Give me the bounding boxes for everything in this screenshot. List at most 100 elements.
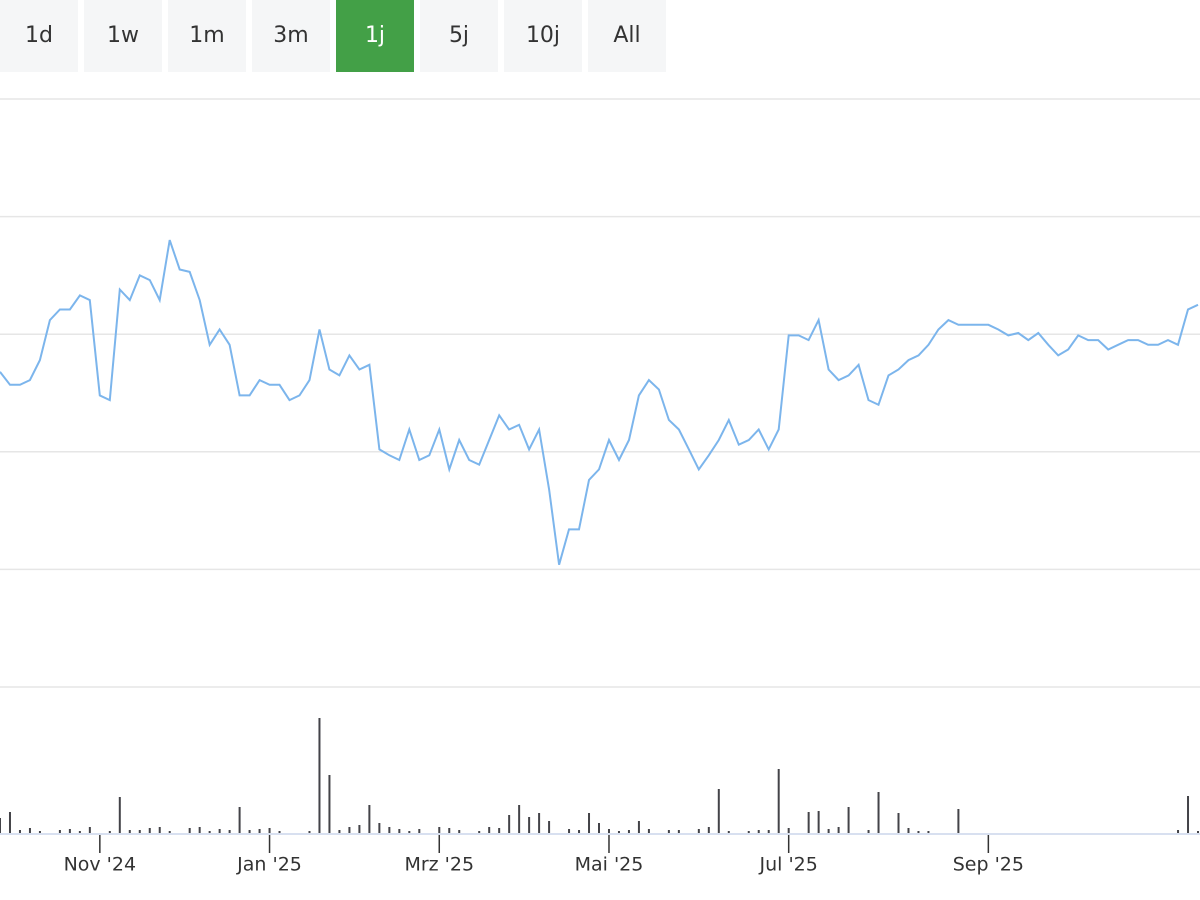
volume-bar <box>38 831 41 833</box>
volume-bar <box>448 828 451 833</box>
volume-bar <box>438 827 441 833</box>
volume-bar <box>388 827 391 833</box>
volume-bar <box>118 797 121 833</box>
volume-bar <box>677 830 680 833</box>
range-button[interactable]: All <box>588 0 666 72</box>
volume-bar <box>338 830 341 833</box>
volume-bar <box>58 830 61 833</box>
volume-bar <box>18 830 21 833</box>
volume-bar <box>398 829 401 833</box>
volume-bar <box>777 769 780 833</box>
volume-bar <box>757 830 760 833</box>
volume-bar <box>308 831 311 833</box>
volume-bar <box>258 829 261 833</box>
volume-bar <box>28 828 31 833</box>
range-button[interactable]: 5j <box>420 0 498 72</box>
volume-bar <box>747 831 750 833</box>
volume-bar <box>158 827 161 833</box>
x-tick-label: Jan '25 <box>236 854 302 876</box>
volume-bar <box>697 829 700 833</box>
volume-bar <box>817 811 820 833</box>
volume-bar <box>68 829 71 833</box>
volume-bar <box>837 827 840 833</box>
volume-bar <box>607 829 610 833</box>
volume-bar <box>667 830 670 833</box>
volume-bar <box>867 830 870 833</box>
volume-bar <box>528 817 531 833</box>
volume-bar <box>418 829 421 833</box>
x-tick-label: Mai '25 <box>575 854 644 876</box>
volume-bar <box>1177 830 1180 833</box>
volume-bar <box>637 821 640 833</box>
volume-bar <box>458 830 461 833</box>
volume-bar <box>378 823 381 833</box>
volume-bar <box>318 718 321 833</box>
volume-bar <box>248 830 251 833</box>
volume-bar <box>588 813 591 833</box>
volume-bar <box>1187 796 1190 833</box>
range-button[interactable]: 1d <box>0 0 78 72</box>
volume-bar <box>827 829 830 833</box>
volume-bar <box>617 831 620 833</box>
volume-bar <box>787 828 790 833</box>
x-tick-label: Nov '24 <box>64 854 137 876</box>
volume-bar <box>717 789 720 833</box>
volume-bar <box>198 827 201 833</box>
volume-bar <box>598 823 600 833</box>
volume-bar <box>228 830 231 833</box>
volume-bar <box>208 831 211 833</box>
volume-bar <box>188 828 191 833</box>
volume-bar <box>148 828 151 833</box>
volume-bar <box>767 830 770 833</box>
volume-bar <box>108 831 111 833</box>
volume-bar <box>807 812 810 833</box>
price-line <box>0 239 1199 565</box>
volume-bar <box>0 818 1 833</box>
volume-bar <box>8 812 11 833</box>
volume-bar <box>488 827 491 833</box>
volume-bar <box>358 825 361 833</box>
volume-bar <box>348 827 351 833</box>
volume-bar <box>847 807 850 833</box>
volume-bar <box>518 805 521 833</box>
volume-bar <box>727 831 730 833</box>
volume-bar <box>1197 831 1199 833</box>
volume-bar <box>508 815 511 833</box>
volume-bar <box>268 828 271 833</box>
volume-bar <box>548 821 551 833</box>
volume-bar <box>568 829 571 833</box>
volume-bar <box>368 805 371 833</box>
volume-bar <box>218 829 221 833</box>
volume-bar <box>707 827 710 833</box>
volume-bar <box>478 831 481 833</box>
volume-bar <box>238 807 241 833</box>
range-button[interactable]: 3m <box>252 0 330 72</box>
volume-bar <box>88 827 91 833</box>
volume-bar <box>138 830 141 833</box>
volume-bar <box>328 775 331 833</box>
volume-bar <box>907 828 910 833</box>
volume-bar <box>128 830 131 833</box>
range-button[interactable]: 1m <box>168 0 246 72</box>
volume-bar <box>408 831 411 833</box>
volume-bar <box>627 830 630 833</box>
volume-bar <box>498 828 501 833</box>
x-tick-label: Mrz '25 <box>404 854 474 876</box>
volume-bar <box>917 831 920 833</box>
volume-bar <box>278 831 281 833</box>
volume-bar <box>957 809 960 833</box>
volume-bar <box>538 813 541 833</box>
volume-bar <box>78 831 81 833</box>
volume-bar <box>647 829 650 833</box>
volume-bar <box>168 831 171 833</box>
x-tick-label: Sep '25 <box>953 854 1024 876</box>
range-button[interactable]: 1w <box>84 0 162 72</box>
x-tick-label: Jul '25 <box>758 854 817 876</box>
volume-bar <box>897 813 900 833</box>
range-button[interactable]: 10j <box>504 0 582 72</box>
range-button[interactable]: 1j <box>336 0 414 72</box>
volume-bar <box>877 792 880 833</box>
volume-bar <box>578 830 581 833</box>
